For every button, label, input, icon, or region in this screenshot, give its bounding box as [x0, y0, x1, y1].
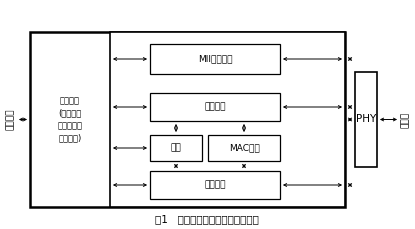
Bar — [208, 135, 280, 161]
Bar — [110, 32, 345, 207]
Text: 以太网: 以太网 — [400, 112, 410, 128]
Text: 主机接口
(寄存器、
发送队列、
接收队列): 主机接口 (寄存器、 发送队列、 接收队列) — [58, 96, 83, 143]
Text: 状态: 状态 — [171, 144, 181, 153]
Bar — [150, 171, 280, 199]
Text: MII管理模块: MII管理模块 — [198, 55, 232, 63]
Bar — [150, 44, 280, 74]
Bar — [355, 72, 377, 167]
Text: 图1   以太网控制器的结构设计框图: 图1 以太网控制器的结构设计框图 — [155, 214, 259, 224]
Text: PHY: PHY — [356, 114, 376, 125]
Text: 发送模块: 发送模块 — [204, 103, 226, 112]
Bar — [150, 135, 202, 161]
Text: 接收模块: 接收模块 — [204, 180, 226, 190]
Text: MAC控制: MAC控制 — [229, 144, 259, 153]
Bar — [150, 93, 280, 121]
Bar — [30, 32, 345, 207]
Text: 上层协议: 上层协议 — [5, 109, 15, 130]
